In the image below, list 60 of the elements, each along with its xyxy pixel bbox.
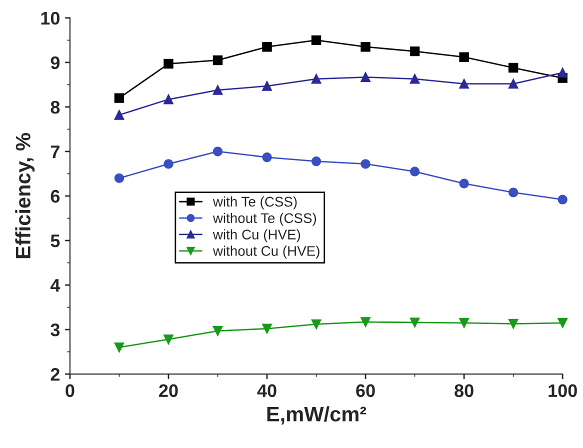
point: [212, 146, 223, 156]
y-tick-label: 5: [50, 234, 60, 248]
point: [164, 159, 174, 169]
x-tick-label: 20: [159, 384, 178, 398]
x-tick-label: 40: [257, 384, 276, 398]
point: [508, 318, 518, 329]
y-tick-label: 4: [50, 279, 60, 292]
y-tick-label: 2: [50, 368, 60, 381]
point: [459, 178, 469, 188]
legend-label: without Te (CSS): [212, 212, 316, 226]
y-axis-title: Efficiency, %: [15, 133, 35, 258]
point: [114, 110, 124, 120]
point: [262, 152, 272, 162]
point: [212, 85, 223, 95]
point: [558, 194, 568, 204]
point: [164, 58, 174, 69]
point: [262, 324, 272, 334]
point: [508, 62, 518, 73]
point: [459, 318, 469, 328]
point: [410, 46, 420, 56]
point: [410, 74, 420, 84]
y-tick-label: 8: [50, 100, 60, 114]
point: [262, 42, 272, 52]
point: [459, 78, 469, 89]
legend-label: with Te (CSS): [212, 196, 297, 210]
point: [164, 94, 174, 104]
point: [311, 74, 322, 84]
point: [360, 42, 370, 52]
y-tick-label: 3: [50, 323, 60, 336]
point: [360, 159, 370, 169]
point: [508, 78, 518, 89]
point: [508, 188, 518, 198]
point: [410, 318, 420, 328]
point: [311, 156, 322, 166]
point: [114, 93, 124, 103]
point: [311, 319, 322, 330]
point: [114, 173, 124, 184]
x-tick-label: 100: [548, 384, 577, 398]
legend-label: without Cu (HVE): [212, 246, 320, 259]
point: [114, 342, 124, 352]
point: [410, 166, 420, 176]
point: [311, 35, 322, 46]
x-tick-label: 80: [454, 384, 474, 398]
point: [212, 326, 223, 336]
point: [164, 334, 174, 344]
point: [558, 68, 568, 78]
y-tick-label: 7: [50, 146, 60, 158]
point: [212, 55, 223, 66]
point: [360, 317, 370, 327]
point: [360, 72, 370, 82]
x-tick-label: 0: [66, 384, 74, 398]
x-axis-title: E,mW/cm²: [267, 406, 366, 425]
point: [558, 318, 568, 328]
point: [459, 52, 469, 62]
x-tick-label: 60: [356, 384, 375, 398]
point: [262, 81, 272, 91]
y-tick-label: 10: [41, 12, 60, 25]
y-tick-label: 6: [50, 190, 60, 203]
y-tick-label: 9: [50, 56, 60, 70]
legend-label: with Cu (HVE): [212, 229, 300, 242]
